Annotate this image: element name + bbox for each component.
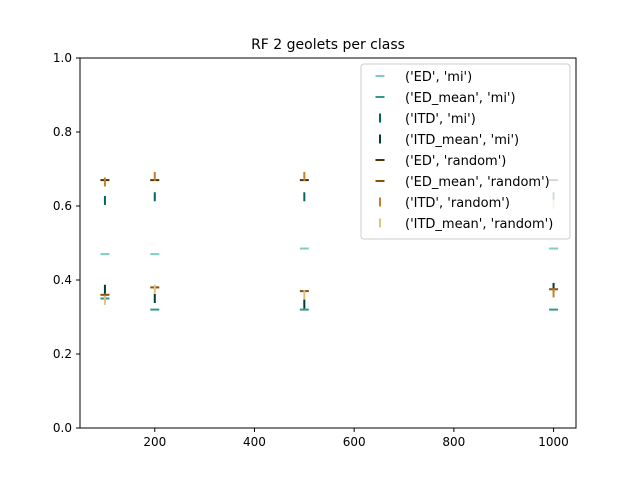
y-tick-label: 0.8 bbox=[53, 125, 72, 139]
y-tick-label: 0.4 bbox=[53, 273, 72, 287]
y-tick-label: 0.2 bbox=[53, 347, 72, 361]
legend-label: ('ITD', 'random') bbox=[405, 196, 510, 211]
x-tick-label: 1000 bbox=[538, 435, 569, 449]
chart-title: RF 2 geolets per class bbox=[251, 37, 405, 53]
legend: ('ED', 'mi') ('ED_mean', 'mi') ('ITD', 'mi… bbox=[360, 63, 571, 240]
y-tick-label: 1.0 bbox=[53, 51, 72, 65]
legend-label: ('ED', 'mi') bbox=[405, 70, 472, 85]
legend-label: ('ED_mean', 'random') bbox=[405, 175, 550, 190]
x-tick-label: 600 bbox=[343, 435, 366, 449]
x-tick-label: 400 bbox=[243, 435, 266, 449]
y-tick-label: 0.0 bbox=[53, 421, 72, 435]
y-tick-label: 0.6 bbox=[53, 199, 72, 213]
x-tick-label: 200 bbox=[143, 435, 166, 449]
x-tick-label: 800 bbox=[442, 435, 465, 449]
legend-label: ('ITD_mean', 'random') bbox=[405, 217, 553, 232]
y-axis: 0.0 0.2 0.4 0.6 0.8 1.0 bbox=[53, 51, 80, 435]
legend-label: ('ED_mean', 'mi') bbox=[405, 91, 516, 106]
axes-frame bbox=[79, 57, 577, 429]
legend-label: ('ED', 'random') bbox=[405, 154, 506, 169]
legend-label: ('ITD_mean', 'mi') bbox=[405, 133, 519, 148]
legend-box bbox=[360, 63, 571, 240]
x-axis: 200 400 600 800 1000 bbox=[143, 428, 569, 449]
legend-label: ('ITD', 'mi') bbox=[405, 112, 476, 127]
